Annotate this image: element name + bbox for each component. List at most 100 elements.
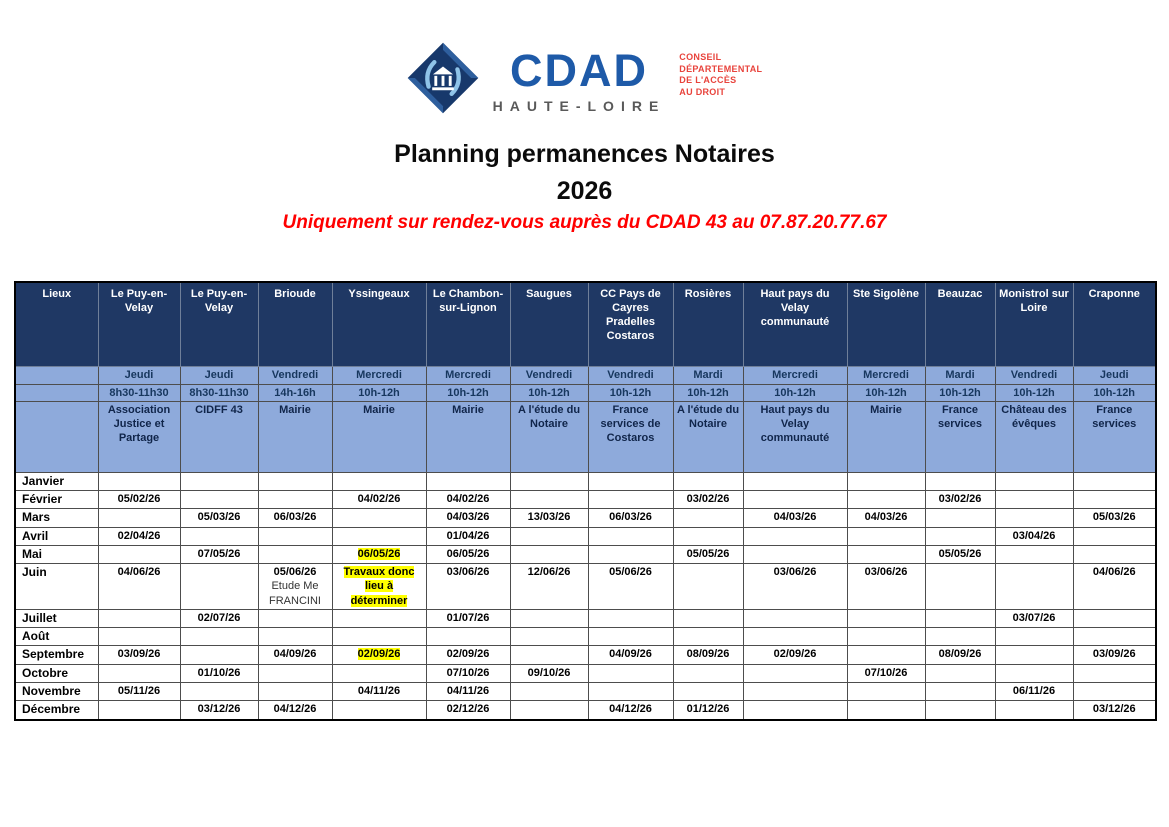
schedule-cell [509, 608, 589, 628]
day-cell: Mardi [672, 365, 744, 385]
schedule-cell: 06/03/26 [257, 508, 333, 528]
schedule-cell: 02/12/26 [425, 700, 511, 721]
schedule-cell: 03/02/26 [924, 489, 996, 510]
month-name: Décembre [14, 700, 99, 721]
schedule-cell [257, 663, 333, 684]
schedule-cell [924, 626, 996, 647]
month-name: Juillet [14, 608, 99, 628]
month-row-janvier: Janvier [14, 471, 1157, 491]
schedule-cell: 13/03/26 [509, 508, 589, 528]
schedule-cell: 01/07/26 [425, 608, 511, 628]
schedule-cell [994, 626, 1074, 647]
schedule-cell [994, 645, 1074, 665]
schedule-cell [994, 663, 1074, 684]
city-header: Beauzac [924, 281, 996, 367]
location-cell: Association Justice et Partage [97, 400, 181, 473]
schedule-cell: 04/03/26 [425, 508, 511, 528]
schedule-cell: 02/04/26 [97, 526, 181, 547]
schedule-cell [846, 700, 926, 721]
month-row-novembre: Novembre 05/11/26 04/11/26 04/11/26 06/11/26 [14, 682, 1157, 702]
schedule-cell: 09/10/26 [509, 663, 589, 684]
schedule-cell: 06/05/26 [425, 545, 511, 565]
schedule-cell: 07/10/26 [846, 663, 926, 684]
schedule-cell [97, 508, 181, 528]
city-header: Le Puy-en-Velay [179, 281, 259, 367]
schedule-cell: 06/03/26 [587, 508, 674, 528]
planning-table: Lieux Le Puy-en-Velay Le Puy-en-Velay Briou… [14, 281, 1157, 721]
day-cell: Mercredi [331, 365, 427, 385]
month-name: Juin [14, 563, 99, 610]
schedule-cell [994, 700, 1074, 721]
schedule-cell [994, 563, 1074, 610]
day-corner-cell [14, 365, 99, 385]
page-title: Planning permanences Notaires 2026 [0, 136, 1169, 210]
schedule-cell: 05/03/26 [179, 508, 259, 528]
schedule-cell [257, 626, 333, 647]
schedule-cell [425, 626, 511, 647]
month-name: Janvier [14, 471, 99, 491]
day-cell: Jeudi [1072, 365, 1157, 385]
schedule-cell [331, 508, 427, 528]
month-name: Octobre [14, 663, 99, 684]
schedule-cell [587, 663, 674, 684]
schedule-cell [331, 663, 427, 684]
schedule-cell [425, 471, 511, 491]
hours-cell: 8h30-11h30 [179, 383, 259, 402]
schedule-cell [257, 545, 333, 565]
schedule-cell: 04/02/26 [425, 489, 511, 510]
day-cell: Mercredi [425, 365, 511, 385]
month-name: Septembre [14, 645, 99, 665]
schedule-cell: 05/11/26 [97, 682, 181, 702]
schedule-cell [742, 471, 848, 491]
day-cell: Jeudi [97, 365, 181, 385]
cdad-logo: CDAD HAUTE-LOIRE CONSEIL DÉPARTEMENTAL D… [0, 42, 1169, 114]
schedule-cell [97, 545, 181, 565]
schedule-cell [994, 471, 1074, 491]
month-name: Mai [14, 545, 99, 565]
schedule-cell [587, 526, 674, 547]
schedule-cell [97, 663, 181, 684]
day-cell: Vendredi [587, 365, 674, 385]
schedule-cell [331, 526, 427, 547]
month-name: Avril [14, 526, 99, 547]
hours-cell: 10h-12h [924, 383, 996, 402]
location-corner-cell [14, 400, 99, 473]
day-cell: Mercredi [742, 365, 848, 385]
schedule-cell [846, 645, 926, 665]
location-cell: Château des évêques [994, 400, 1074, 473]
schedule-cell: 01/04/26 [425, 526, 511, 547]
schedule-cell [846, 489, 926, 510]
schedule-cell [1072, 545, 1157, 565]
hours-cell: 10h-12h [672, 383, 744, 402]
schedule-cell [331, 700, 427, 721]
schedule-cell: 04/09/26 [257, 645, 333, 665]
schedule-cell [742, 682, 848, 702]
schedule-cell [1072, 526, 1157, 547]
schedule-cell [1072, 489, 1157, 510]
hours-corner-cell [14, 383, 99, 402]
schedule-cell [1072, 608, 1157, 628]
location-cell: Mairie [846, 400, 926, 473]
schedule-cell [924, 526, 996, 547]
schedule-cell [742, 663, 848, 684]
schedule-cell: 04/11/26 [331, 682, 427, 702]
month-row-septembre: Septembre 03/09/26 04/09/26 02/09/26 02/09/2… [14, 645, 1157, 665]
schedule-cell [587, 682, 674, 702]
month-row-juillet: Juillet 02/07/26 01/07/26 03/07/26 [14, 608, 1157, 628]
location-cell: A l'étude du Notaire [509, 400, 589, 473]
schedule-cell [742, 626, 848, 647]
schedule-cell: 04/03/26 [846, 508, 926, 528]
schedule-cell: 04/06/26 [1072, 563, 1157, 610]
hours-cell: 8h30-11h30 [97, 383, 181, 402]
month-name: Novembre [14, 682, 99, 702]
schedule-cell [742, 489, 848, 510]
cdad-diamond-icon [407, 42, 478, 114]
schedule-cell: 08/09/26 [672, 645, 744, 665]
title-line-1: Planning permanences Notaires [394, 140, 775, 168]
location-cell: France services de Costaros [587, 400, 674, 473]
logo-acronym: CDAD [509, 45, 648, 96]
logo-tagline: CONSEIL DÉPARTEMENTAL DE L'ACCÈS AU DROI… [679, 52, 763, 98]
hours-cell: 10h-12h [331, 383, 427, 402]
header-row-location: Association Justice et Partage CIDFF 43 Ma… [14, 400, 1157, 473]
schedule-cell [179, 563, 259, 610]
